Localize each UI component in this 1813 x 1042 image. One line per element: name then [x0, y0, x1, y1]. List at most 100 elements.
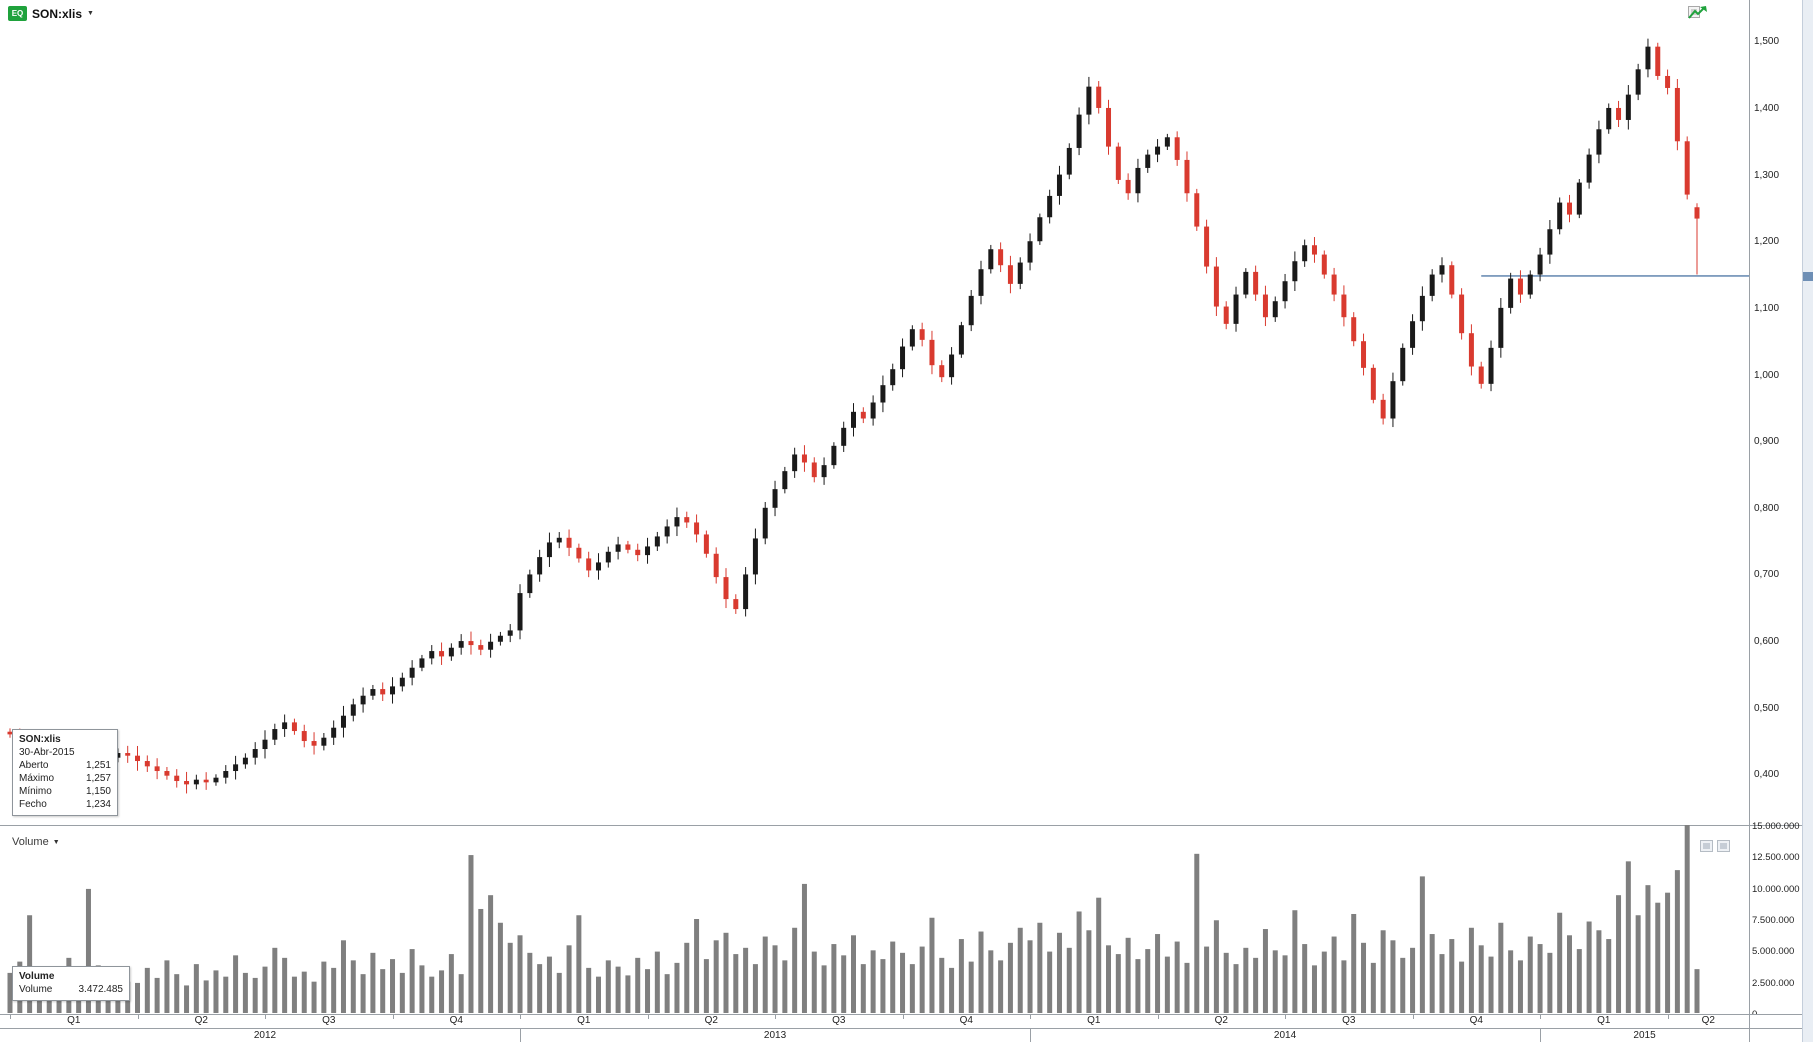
price-chart[interactable] [0, 0, 1749, 825]
volume-info-panel[interactable]: Volume Volume 3.472.485 [12, 966, 130, 1001]
quarter-tick [1667, 1014, 1669, 1019]
volume-bar [311, 981, 317, 1013]
candle [801, 445, 807, 472]
volume-bar [1155, 934, 1161, 1013]
volume-bar [762, 936, 768, 1013]
candle [645, 537, 651, 564]
candle [1566, 194, 1572, 223]
candle [282, 714, 288, 737]
price-info-close-row: Fecho 1,234 [19, 799, 111, 810]
trend-arrow-icon[interactable] [1688, 5, 1708, 20]
volume-bar [1547, 952, 1553, 1013]
volume-bar [1576, 949, 1582, 1013]
candle [468, 631, 474, 655]
volume-close-icon[interactable] [1717, 840, 1730, 852]
candle [1537, 247, 1543, 282]
volume-bar [860, 964, 866, 1013]
volume-bar [1468, 927, 1474, 1013]
volume-bar [301, 971, 307, 1013]
candle [340, 705, 346, 738]
volume-bar [419, 965, 425, 1013]
price-axis-label: 1,400 [1754, 102, 1780, 114]
volume-chart[interactable] [0, 825, 1749, 1013]
volume-bar [1351, 913, 1357, 1013]
volume-indicator-selector[interactable]: Volume ▼ [12, 836, 60, 848]
candle [958, 321, 964, 358]
volume-bar [27, 915, 33, 1013]
candle [419, 654, 425, 672]
quarter-tick [1157, 1014, 1159, 1019]
candle [1233, 286, 1239, 332]
volume-bar [7, 972, 13, 1013]
volume-bar [233, 955, 239, 1013]
volume-bar [291, 976, 297, 1013]
volume-bar [164, 960, 170, 1013]
candle [664, 519, 670, 544]
candle [1096, 81, 1102, 114]
candle [811, 457, 817, 483]
candle [1194, 188, 1200, 231]
candle [684, 511, 690, 528]
candle [1135, 158, 1141, 203]
candle [125, 745, 131, 763]
candle [1468, 324, 1474, 376]
right-scrollbar[interactable] [1802, 0, 1813, 1042]
time-axis-years[interactable] [0, 1028, 1802, 1042]
volume-bar [1370, 962, 1376, 1013]
volume-bar [1478, 945, 1484, 1013]
candle [262, 730, 268, 759]
candle [478, 639, 484, 656]
quarter-tick [392, 1014, 394, 1019]
volume-bar [1694, 969, 1700, 1013]
volume-bar [1527, 936, 1533, 1013]
volume-bar [851, 935, 856, 1013]
volume-bar [772, 945, 778, 1013]
volume-bar [1007, 942, 1013, 1013]
candle [841, 421, 847, 452]
candle [1027, 233, 1033, 271]
candle [1007, 255, 1013, 294]
candle [1498, 298, 1504, 358]
candle [694, 514, 700, 543]
volume-bar [566, 945, 572, 1013]
volume-info-row: Volume 3.472.485 [19, 984, 123, 995]
volume-bar [1292, 910, 1298, 1013]
candle [301, 724, 307, 748]
volume-bar [654, 951, 660, 1013]
quarter-tick [10, 1014, 11, 1019]
volume-bar [1419, 876, 1425, 1013]
volume-bar [429, 976, 435, 1013]
candle [1576, 179, 1582, 219]
panel-divider[interactable] [0, 825, 1802, 826]
volume-bar [527, 952, 533, 1013]
year-label: 2012 [253, 1030, 277, 1041]
quarter-tick [647, 1014, 649, 1019]
candle [537, 549, 543, 582]
instrument-selector[interactable]: EQ SON:xlis ▼ [8, 6, 94, 21]
volume-bar [1557, 912, 1563, 1013]
volume-bar [1459, 961, 1465, 1013]
price-info-panel[interactable]: SON:xlis 30-Abr-2015 Aberto 1,251 Máximo 1… [12, 729, 118, 816]
volume-bar [890, 941, 896, 1013]
volume-bar [733, 954, 739, 1013]
quarter-label: Q1 [67, 1015, 81, 1026]
candle [576, 543, 582, 563]
quarter-label: Q4 [1469, 1015, 1483, 1026]
quarter-tick [1540, 1014, 1542, 1019]
candle [978, 260, 984, 305]
instrument-symbol: SON:xlis [32, 6, 83, 21]
candle [223, 765, 229, 784]
volume-bar [390, 959, 396, 1013]
candle [1429, 269, 1435, 302]
candle [1066, 143, 1072, 180]
time-axis-quarters[interactable] [0, 1014, 1802, 1029]
volume-settings-icon[interactable] [1700, 840, 1713, 852]
volume-bar [1223, 952, 1229, 1013]
candle [1056, 165, 1062, 205]
volume-bar [703, 959, 709, 1013]
candle [1449, 261, 1455, 299]
volume-bar [85, 888, 91, 1013]
candle [1527, 270, 1533, 299]
volume-bar [144, 967, 150, 1013]
volume-bar [1174, 941, 1180, 1013]
